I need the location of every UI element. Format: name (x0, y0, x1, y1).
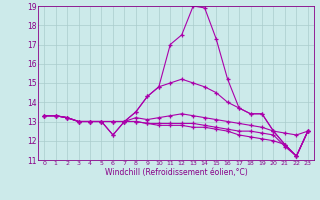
X-axis label: Windchill (Refroidissement éolien,°C): Windchill (Refroidissement éolien,°C) (105, 168, 247, 177)
